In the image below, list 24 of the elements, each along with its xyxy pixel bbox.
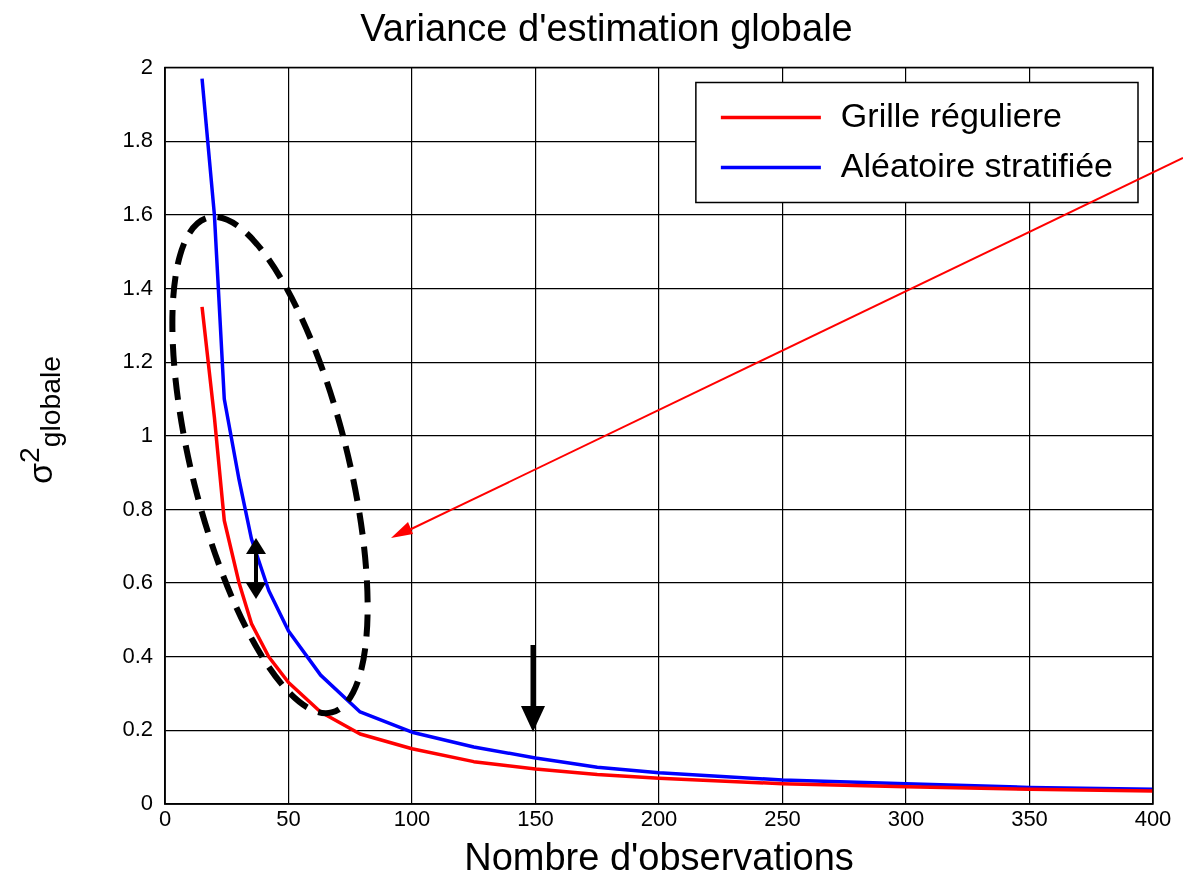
chart-title: Variance d'estimation globale: [360, 7, 853, 50]
x-axis-title: Nombre d'observations: [464, 835, 854, 878]
y-tick-label: 1.4: [122, 274, 153, 300]
y-tick-label: 0.8: [122, 495, 153, 521]
x-tick-label: 150: [517, 806, 554, 832]
legend-label: Aléatoire stratifiée: [840, 145, 1114, 184]
y-tick-label: 1.8: [122, 127, 153, 153]
y-tick-label: 1: [140, 421, 153, 447]
y-tick-label: 2: [140, 53, 153, 79]
x-tick-label: 250: [764, 806, 801, 832]
x-tick-label: 200: [640, 806, 678, 832]
y-tick-label: 1.2: [122, 348, 153, 374]
y-tick-label: 0.4: [122, 642, 153, 668]
y-tick-label: 0.2: [122, 716, 153, 742]
y-tick-label: 0.6: [122, 569, 153, 595]
x-tick-label: 400: [1134, 806, 1172, 832]
x-tick-label: 300: [887, 806, 925, 832]
x-tick-label: 0: [158, 806, 172, 832]
y-tick-label: 0: [140, 790, 153, 816]
y-tick-label: 1.6: [122, 200, 153, 226]
x-tick-label: 350: [1011, 806, 1048, 832]
x-tick-label: 100: [393, 806, 431, 832]
legend-label: Grille réguliere: [840, 95, 1062, 134]
x-tick-label: 50: [276, 806, 301, 832]
